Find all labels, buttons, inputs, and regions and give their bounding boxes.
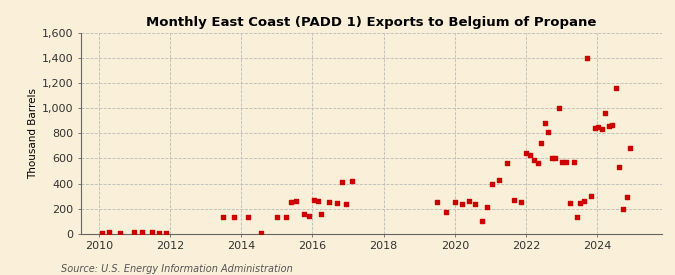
- Point: [536, 141, 547, 146]
- Title: Monthly East Coast (PADD 1) Exports to Belgium of Propane: Monthly East Coast (PADD 1) Exports to B…: [146, 16, 597, 29]
- Point: [494, 178, 505, 182]
- Point: [464, 198, 475, 203]
- Point: [313, 198, 323, 203]
- Point: [487, 182, 497, 186]
- Point: [575, 201, 586, 205]
- Point: [316, 212, 327, 216]
- Point: [323, 200, 334, 205]
- Point: [332, 201, 343, 205]
- Point: [554, 105, 564, 110]
- Point: [607, 122, 618, 127]
- Point: [610, 86, 621, 90]
- Point: [596, 127, 607, 131]
- Point: [298, 212, 309, 216]
- Point: [129, 230, 140, 235]
- Point: [115, 230, 126, 235]
- Point: [539, 121, 550, 125]
- Text: Source: U.S. Energy Information Administration: Source: U.S. Energy Information Administ…: [61, 264, 292, 274]
- Point: [603, 124, 614, 129]
- Point: [561, 160, 572, 164]
- Point: [104, 230, 115, 235]
- Point: [516, 200, 526, 205]
- Point: [309, 198, 320, 202]
- Point: [336, 180, 347, 185]
- Point: [286, 200, 296, 205]
- Point: [340, 201, 351, 206]
- Point: [564, 201, 575, 205]
- Point: [469, 201, 480, 206]
- Point: [218, 215, 229, 220]
- Point: [508, 198, 519, 202]
- Point: [97, 230, 108, 235]
- Point: [147, 230, 158, 235]
- Point: [450, 200, 460, 205]
- Point: [582, 56, 593, 60]
- Point: [161, 230, 172, 235]
- Point: [304, 213, 315, 218]
- Point: [243, 214, 254, 219]
- Point: [529, 158, 539, 162]
- Point: [550, 156, 561, 161]
- Point: [136, 230, 147, 235]
- Point: [621, 194, 632, 199]
- Point: [589, 125, 600, 130]
- Point: [432, 200, 443, 205]
- Point: [521, 151, 532, 156]
- Point: [543, 130, 554, 134]
- Y-axis label: Thousand Barrels: Thousand Barrels: [28, 88, 38, 179]
- Point: [501, 161, 512, 165]
- Point: [586, 194, 597, 198]
- Point: [229, 215, 240, 220]
- Point: [280, 215, 291, 220]
- Point: [614, 165, 625, 169]
- Point: [533, 161, 543, 166]
- Point: [481, 205, 492, 210]
- Point: [441, 210, 452, 214]
- Point: [525, 153, 536, 158]
- Point: [291, 198, 302, 203]
- Point: [593, 125, 603, 129]
- Point: [557, 160, 568, 164]
- Point: [154, 230, 165, 235]
- Point: [618, 207, 628, 211]
- Point: [571, 215, 582, 220]
- Point: [546, 156, 557, 161]
- Point: [271, 215, 282, 220]
- Point: [568, 160, 579, 164]
- Point: [457, 201, 468, 206]
- Point: [600, 111, 611, 115]
- Point: [625, 146, 636, 151]
- Point: [346, 179, 357, 183]
- Point: [578, 199, 589, 203]
- Point: [477, 219, 487, 223]
- Point: [255, 231, 266, 235]
